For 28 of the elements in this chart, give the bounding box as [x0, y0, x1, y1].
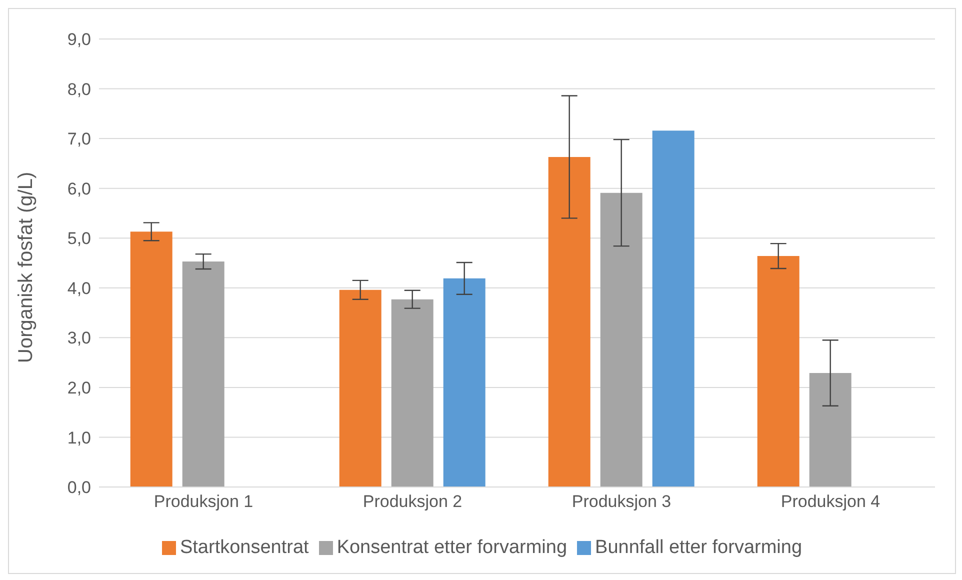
bar	[600, 192, 642, 487]
bar	[130, 232, 172, 487]
y-tick-label: 4,0	[67, 278, 91, 298]
bar	[652, 130, 694, 487]
legend-label: Startkonsentrat	[180, 537, 309, 558]
bar	[548, 156, 590, 487]
y-tick-label: 6,0	[67, 179, 91, 198]
y-tick-label: 2,0	[67, 378, 91, 398]
y-axis-title: Uorganisk fosfat (g/L)	[15, 172, 38, 363]
y-tick-label: 3,0	[67, 328, 91, 348]
x-tick-label: Produksjon 4	[780, 492, 880, 512]
legend-label: Konsentrat etter forvarming	[336, 537, 568, 558]
y-tick-label: 8,0	[67, 80, 91, 99]
y-tick-label: 7,0	[67, 130, 91, 149]
y-tick-label: 5,0	[67, 229, 91, 248]
y-tick-label: 1,0	[67, 428, 91, 448]
legend-label: Bunnfall etter forvarming	[595, 537, 802, 558]
bar	[757, 256, 800, 487]
y-tick-label: 0,0	[67, 478, 91, 498]
bar	[809, 373, 852, 487]
x-tick-label: Produksjon 2	[362, 492, 462, 512]
bar	[443, 278, 486, 487]
bar	[339, 290, 382, 487]
x-tick-label: Produksjon 1	[154, 492, 254, 512]
bar	[391, 299, 434, 487]
x-tick-label: Produksjon 3	[572, 492, 672, 512]
y-tick-label: 9,0	[67, 30, 91, 50]
bar	[182, 262, 224, 487]
